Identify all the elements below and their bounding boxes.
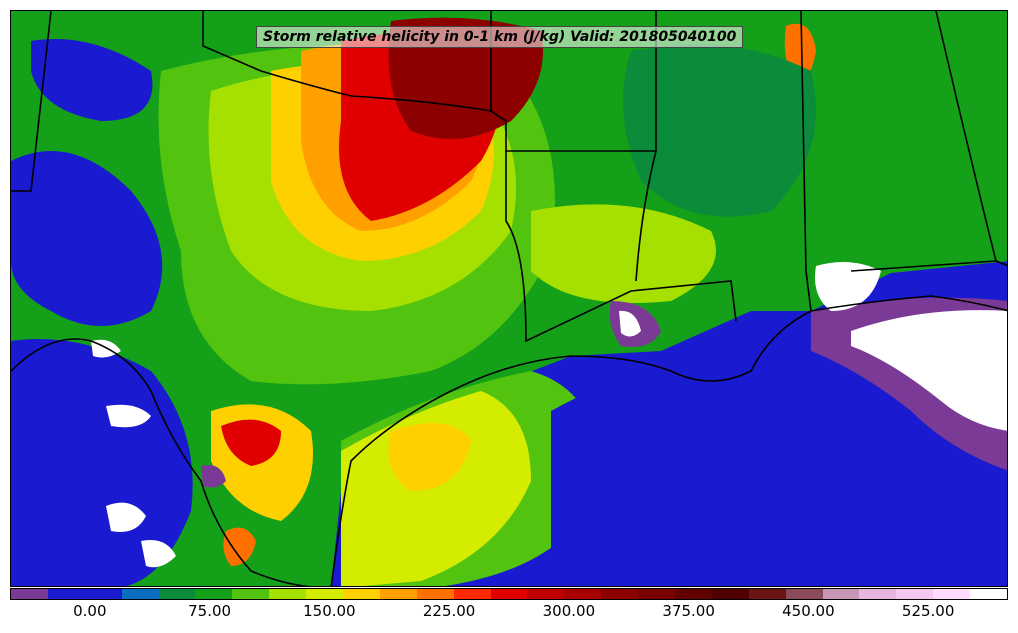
field-white-gulf (851, 310, 1007, 431)
state-border-oklahoma (202, 11, 507, 122)
colorbar-tick-label: 450.00 (782, 602, 835, 620)
state-border-florida (850, 260, 997, 272)
state-border-georgia (935, 11, 1007, 267)
helicity-field-map (11, 11, 1007, 586)
colorbar-swatch (933, 589, 971, 599)
field-darkgreen-east (623, 44, 816, 217)
colorbar-swatch (638, 589, 676, 599)
colorbar-swatch (453, 589, 491, 599)
field-blue-west (11, 151, 163, 326)
colorbar-swatch (601, 589, 639, 599)
colorbar-swatch (970, 589, 1008, 599)
colorbar-swatch (232, 589, 270, 599)
field-white-louisiana (619, 310, 641, 337)
colorbar-swatch (711, 589, 749, 599)
field-yellowgreen-east (531, 204, 716, 303)
field-white-north (815, 262, 881, 311)
borders (11, 11, 1007, 586)
colorbar-swatch (564, 589, 602, 599)
colorbar-tick-label: 300.00 (542, 602, 596, 620)
state-border-arkansas (490, 11, 656, 152)
colorbar-swatch (11, 589, 48, 599)
field-darkred (388, 17, 543, 140)
field-white-west3 (141, 540, 176, 568)
field-white-west2 (106, 502, 146, 532)
colorbar-swatch (195, 589, 233, 599)
field-blue-north (31, 39, 153, 121)
field-white-west1 (106, 404, 151, 428)
colorbar-swatch (527, 589, 565, 599)
colorbar-tick-label: 150.00 (303, 602, 356, 620)
colorbar-swatch (675, 589, 712, 599)
field-yellow-coast (388, 423, 471, 491)
colorbar-swatch (379, 589, 417, 599)
colorbar-tick-label: 0.00 (73, 602, 107, 620)
field-orange-south (223, 527, 256, 566)
colorbar-tick-label: 525.00 (901, 602, 955, 620)
colorbar-tick-label: 225.00 (422, 602, 476, 620)
colorbar-swatch (416, 589, 454, 599)
colorbar-swatch (47, 589, 85, 599)
colorbar-swatch (343, 589, 380, 599)
state-border-mississippi (635, 11, 657, 282)
colorbar-swatch (306, 589, 344, 599)
state-border-alabama (800, 11, 812, 312)
colorbar-swatch (84, 589, 122, 599)
colorbar-tick-label: 375.00 (662, 602, 715, 620)
colorbar-swatch (269, 589, 307, 599)
colorbar-swatch (822, 589, 860, 599)
colorbar-swatch (748, 589, 786, 599)
colorbar-swatch (121, 589, 159, 599)
colorbar-swatch (859, 589, 897, 599)
colorbar-swatch (896, 589, 934, 599)
colorbar-ticks: 0.00 75.00 150.00 225.00 300.00 375.00 450.00 5… (10, 602, 1008, 624)
field-red-south (221, 419, 281, 466)
field-yellowgreen-coast (341, 391, 531, 586)
colorbar-swatch (490, 589, 528, 599)
field-blue-southwest (11, 339, 193, 586)
colorbar (10, 588, 1008, 600)
colorbar-swatch (785, 589, 823, 599)
map-title: Storm relative helicity in 0-1 km (J/kg)… (256, 26, 744, 48)
colorbar-tick-label: 75.00 (188, 602, 232, 620)
mexico-border (11, 338, 311, 586)
colorbar-swatch (158, 589, 196, 599)
state-border-louisiana (505, 151, 737, 343)
gulf-coast (330, 295, 1007, 586)
field-purple-west (201, 465, 226, 488)
state-border-nm (11, 11, 52, 192)
map-panel: Storm relative helicity in 0-1 km (J/kg)… (10, 10, 1008, 587)
